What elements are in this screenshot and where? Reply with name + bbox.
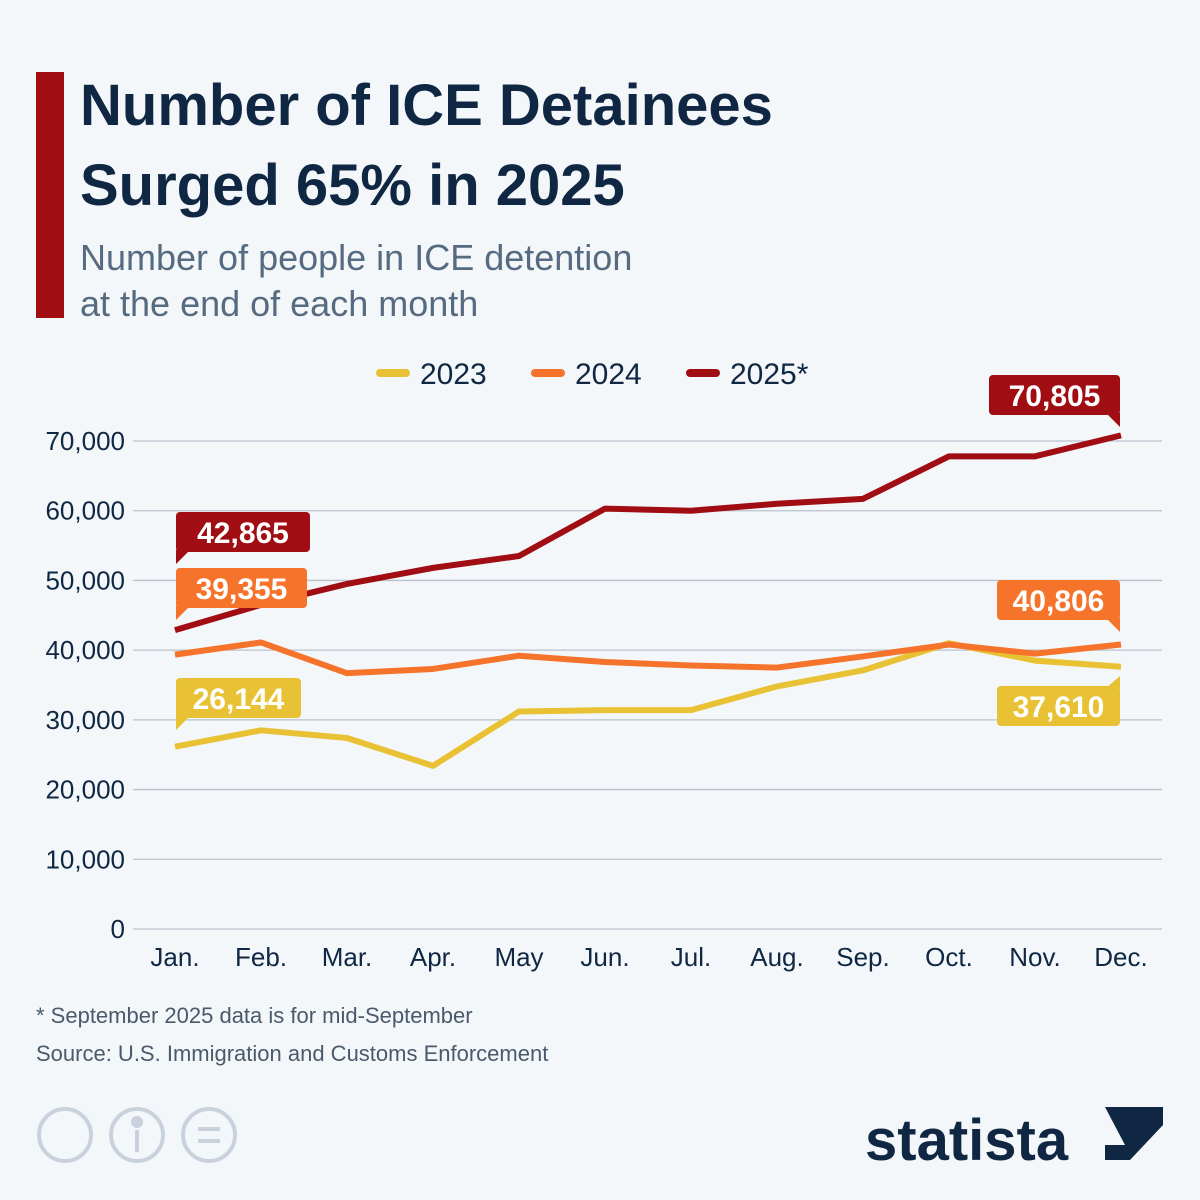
x-tick-label: Jul. xyxy=(671,942,711,972)
x-tick-label: Mar. xyxy=(322,942,373,972)
legend-label: 2024 xyxy=(575,358,642,391)
label-pointer xyxy=(176,716,190,730)
legend-label: 2025* xyxy=(730,358,809,391)
label-pointer xyxy=(176,606,190,620)
source: Source: U.S. Immigration and Customs Enf… xyxy=(36,1041,548,1066)
label-box xyxy=(176,512,310,552)
x-tick-label: Nov. xyxy=(1009,942,1061,972)
x-tick-label: Oct. xyxy=(925,942,973,972)
data-label: 42,865 xyxy=(197,517,289,550)
data-label: 37,610 xyxy=(1013,691,1105,724)
label-box xyxy=(997,686,1120,726)
x-tick-label: Dec. xyxy=(1094,942,1147,972)
chart-title: Number of ICE Detainees xyxy=(80,73,773,138)
legend-label: 2023 xyxy=(420,358,487,391)
data-label: 39,355 xyxy=(196,573,288,606)
footnote: * September 2025 data is for mid-Septemb… xyxy=(36,1003,473,1028)
label-pointer xyxy=(176,550,190,564)
license-icons xyxy=(37,1107,237,1163)
x-tick-label: Jan. xyxy=(150,942,199,972)
label-box xyxy=(989,375,1120,415)
label-pointer xyxy=(1106,413,1120,427)
data-label: 26,144 xyxy=(193,683,285,716)
y-tick-label: 70,000 xyxy=(45,426,125,456)
label-pointer xyxy=(1106,676,1120,688)
x-tick-label: Jun. xyxy=(580,942,629,972)
y-tick-label: 0 xyxy=(111,914,125,944)
y-tick-label: 20,000 xyxy=(45,775,125,805)
data-label: 40,806 xyxy=(1013,585,1105,618)
y-tick-label: 10,000 xyxy=(45,844,125,874)
y-tick-label: 40,000 xyxy=(45,635,125,665)
chart-title: Surged 65% in 2025 xyxy=(80,153,625,218)
x-tick-label: Feb. xyxy=(235,942,287,972)
y-tick-label: 50,000 xyxy=(45,565,125,595)
y-tick-label: 30,000 xyxy=(45,705,125,735)
accent-bar xyxy=(36,72,64,318)
series-line xyxy=(174,432,1122,634)
y-tick-label: 60,000 xyxy=(45,496,125,526)
label-box xyxy=(176,678,301,718)
x-tick-label: May xyxy=(494,942,543,972)
x-tick-label: Sep. xyxy=(836,942,890,972)
brand-logo xyxy=(1105,1107,1163,1160)
label-box xyxy=(997,580,1120,620)
chart-subtitle: at the end of each month xyxy=(80,283,478,324)
x-tick-label: Apr. xyxy=(410,942,456,972)
label-box xyxy=(176,568,307,608)
series-line xyxy=(174,639,1122,677)
data-label: 70,805 xyxy=(1009,380,1101,413)
x-tick-label: Aug. xyxy=(750,942,804,972)
brand: statista xyxy=(865,1108,1069,1173)
chart-subtitle: Number of people in ICE detention xyxy=(80,237,632,278)
label-pointer xyxy=(1106,618,1120,632)
